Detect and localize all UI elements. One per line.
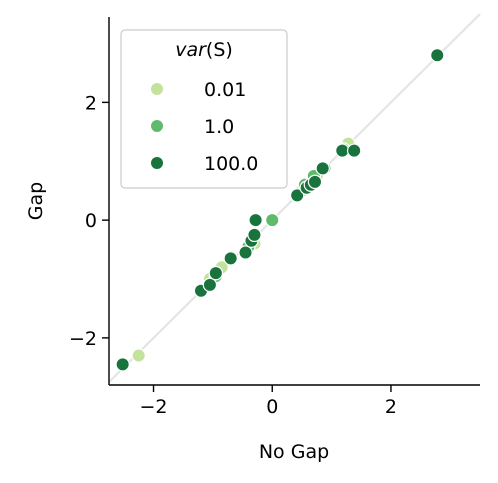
legend-entry-label: 0.01 — [204, 79, 246, 101]
legend-marker — [149, 155, 165, 171]
y-tick-label: 0 — [85, 210, 97, 232]
y-tick-label: 2 — [85, 92, 97, 114]
legend-title: var(S) — [175, 39, 233, 61]
data-point — [202, 277, 218, 293]
data-point — [315, 161, 330, 176]
legend-marker — [149, 81, 165, 97]
data-point — [265, 212, 280, 228]
x-tick-label: 0 — [266, 396, 278, 418]
legend-marker — [149, 118, 165, 134]
data-point — [247, 227, 262, 243]
legend-entry-label: 1.0 — [204, 116, 234, 138]
data-point — [307, 174, 323, 190]
x-ticks: −2 0 2 — [140, 385, 397, 418]
data-point — [335, 143, 350, 158]
data-point — [238, 245, 253, 260]
y-tick-label: −2 — [69, 328, 97, 350]
data-point — [289, 188, 305, 203]
data-point — [430, 48, 445, 63]
x-tick-label: −2 — [140, 396, 168, 418]
legend-title-var: var — [175, 39, 207, 61]
data-point — [115, 357, 130, 372]
y-ticks: −2 0 2 — [69, 92, 109, 350]
data-point — [131, 348, 146, 363]
x-tick-label: 2 — [385, 396, 397, 418]
data-point — [223, 251, 238, 266]
legend-title-arg: (S) — [206, 39, 233, 61]
legend-box — [120, 29, 288, 189]
legend-entry-label: 100.0 — [204, 153, 258, 175]
x-axis-label: No Gap — [259, 441, 329, 463]
data-point — [346, 143, 362, 158]
legend-entries: 0.01 1.0 100.0 — [149, 79, 258, 175]
data-point — [208, 265, 224, 281]
y-axis-label: Gap — [25, 182, 47, 220]
legend: var(S) 0.01 1.0 100.0 — [120, 29, 288, 189]
data-point — [248, 212, 263, 228]
data-points — [115, 48, 445, 372]
